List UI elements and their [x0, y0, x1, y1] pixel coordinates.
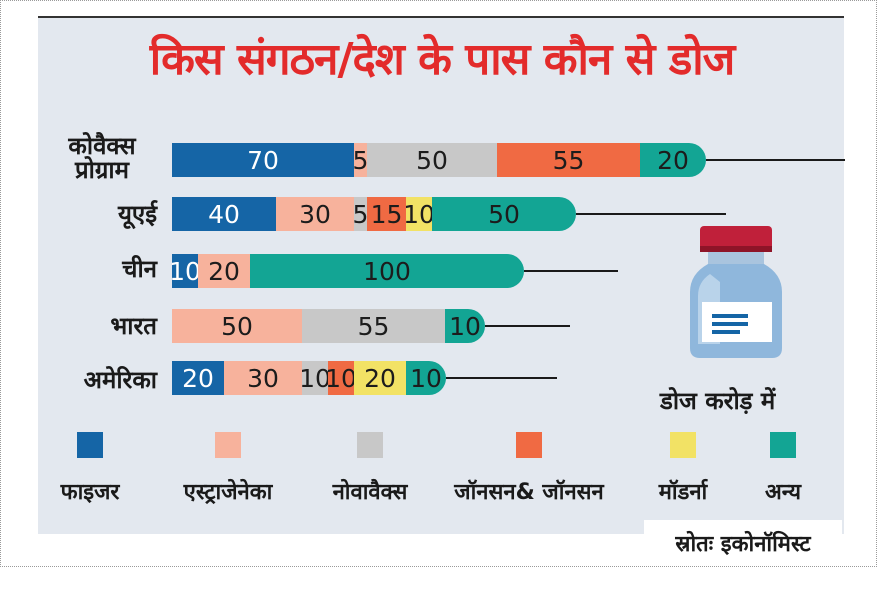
bar-segment: 20 [354, 361, 406, 395]
leader-line [524, 270, 618, 272]
bar-segment: 5 [354, 197, 367, 231]
unit-label: डोज करोड़ में [660, 387, 776, 415]
bar-segment: 10 [328, 361, 354, 395]
bar-segment: 30 [224, 361, 302, 395]
legend-swatch [357, 432, 383, 458]
bar-segment: 55 [497, 143, 640, 177]
leader-line [485, 325, 570, 327]
bar-segment: 10 [172, 254, 198, 288]
bar-segment: 50 [367, 143, 497, 177]
leader-line [576, 213, 726, 215]
category-label: अमेरिका [83, 366, 157, 394]
legend-swatch [670, 432, 696, 458]
stacked-bar: 10 20 100 [172, 254, 524, 288]
bar-segment: 30 [276, 197, 354, 231]
bar-segment: 70 [172, 143, 354, 177]
category-label: कोवैक्स प्रोग्राम [47, 134, 157, 183]
bar-segment: 10 [445, 309, 485, 343]
bar-segment: 20 [198, 254, 250, 288]
bar-segment: 50 [172, 309, 302, 343]
legend-swatch [516, 432, 542, 458]
stacked-bar: 40 30 5 15 10 50 [172, 197, 576, 231]
stacked-bar: 70 5 50 55 20 [172, 143, 706, 177]
bar-segment: 10 [406, 361, 446, 395]
bar-segment: 100 [250, 254, 524, 288]
legend-swatch [77, 432, 103, 458]
chart-title: किस संगठन/देश के पास कौन से डोज [149, 34, 736, 85]
category-label: चीन [122, 255, 157, 283]
bar-segment: 10 [406, 197, 432, 231]
legend-label: नोवावैक्स [332, 480, 408, 505]
legend-label: फाइजर [60, 480, 120, 505]
legend-swatch [770, 432, 796, 458]
leader-line [446, 377, 557, 379]
vaccine-vial-icon [680, 222, 790, 366]
legend-label: एस्ट्राजेनेका [183, 480, 273, 505]
legend-label: अन्य [764, 480, 802, 505]
bar-segment: 10 [302, 361, 328, 395]
legend-label: मॉडर्ना [658, 480, 708, 505]
stacked-bar: 50 55 10 [172, 309, 485, 343]
bar-segment: 55 [302, 309, 445, 343]
source-credit: स्रोतः इकोनॉमिस्ट [644, 520, 842, 566]
leader-line [706, 159, 845, 161]
top-rule [38, 16, 844, 18]
bar-segment: 50 [432, 197, 576, 231]
bar-segment: 15 [367, 197, 406, 231]
bar-segment: 20 [640, 143, 706, 177]
legend-swatch [215, 432, 241, 458]
category-label: यूएई [118, 200, 157, 228]
category-label-text: कोवैक्स प्रोग्राम [68, 132, 136, 184]
category-label: भारत [110, 312, 157, 340]
legend-label: जॉनसन& जॉनसन [454, 480, 604, 505]
outer-frame [0, 0, 877, 567]
bar-segment: 40 [172, 197, 276, 231]
stacked-bar: 20 30 10 10 20 10 [172, 361, 446, 395]
bar-segment: 20 [172, 361, 224, 395]
bar-segment: 5 [354, 143, 367, 177]
